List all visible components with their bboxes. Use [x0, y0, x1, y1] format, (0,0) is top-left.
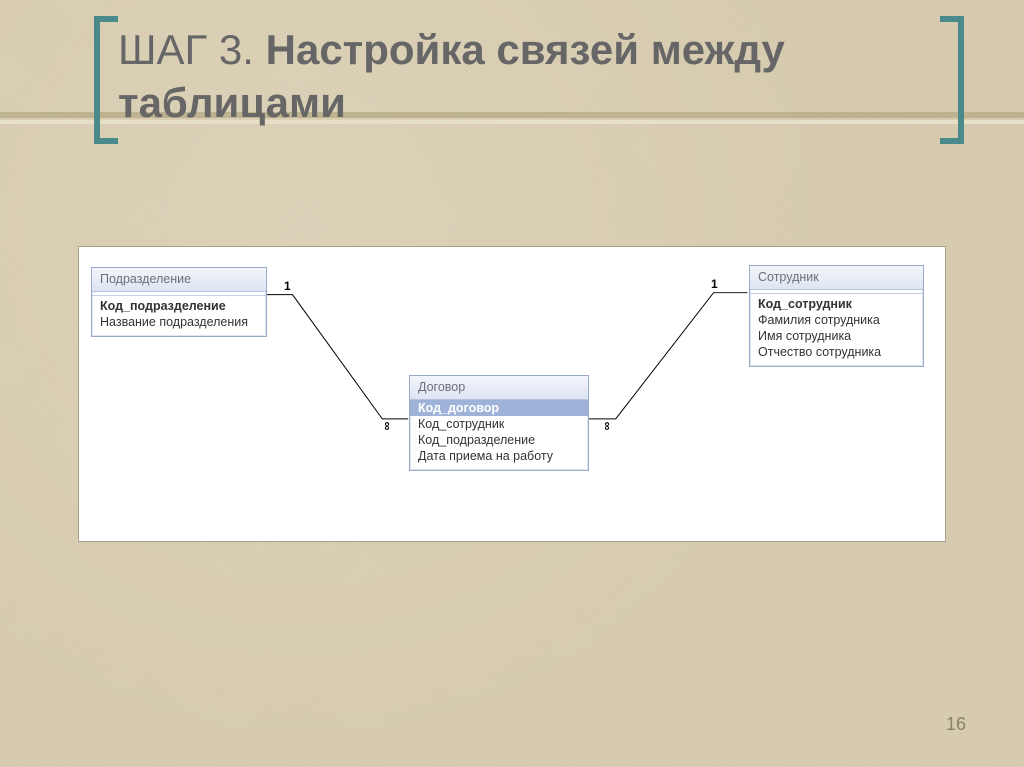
cardinality-1-employee: 1	[711, 277, 718, 291]
rel-line-dept-contract	[267, 295, 409, 419]
relationships-diagram: 1 ∞ 1 ∞ Подразделение Код_подразделение …	[78, 246, 946, 542]
decor-bracket-left	[94, 16, 118, 144]
slide-title: ШАГ 3. Настройка связей между таблицами	[118, 24, 1024, 129]
cardinality-inf-contract-left: ∞	[380, 422, 394, 431]
field-contract-dept[interactable]: Код_подразделение	[418, 432, 580, 448]
field-dept-name[interactable]: Название подразделения	[100, 314, 258, 330]
field-contract-pk[interactable]: Код_договор	[410, 400, 588, 416]
page-number: 16	[946, 714, 966, 735]
table-dept-title: Подразделение	[92, 268, 266, 292]
table-employee[interactable]: Сотрудник Код_сотрудник Фамилия сотрудни…	[749, 265, 924, 367]
table-hr	[92, 295, 266, 296]
table-hr	[750, 293, 923, 294]
field-employee-surname[interactable]: Фамилия сотрудника	[758, 312, 915, 328]
rel-line-employee-contract	[588, 293, 748, 419]
cardinality-1-dept: 1	[284, 279, 291, 293]
table-contract[interactable]: Договор Код_договор Код_сотрудник Код_по…	[409, 375, 589, 471]
field-employee-pk[interactable]: Код_сотрудник	[758, 296, 915, 312]
field-contract-date[interactable]: Дата приема на работу	[418, 448, 580, 464]
table-employee-title: Сотрудник	[750, 266, 923, 290]
cardinality-inf-contract-right: ∞	[600, 422, 614, 431]
field-employee-name[interactable]: Имя сотрудника	[758, 328, 915, 344]
title-prefix: ШАГ 3.	[118, 26, 266, 73]
field-contract-emp[interactable]: Код_сотрудник	[418, 416, 580, 432]
table-dept[interactable]: Подразделение Код_подразделение Название…	[91, 267, 267, 337]
field-employee-patronymic[interactable]: Отчество сотрудника	[758, 344, 915, 360]
table-contract-title: Договор	[410, 376, 588, 400]
field-dept-pk[interactable]: Код_подразделение	[100, 298, 258, 314]
